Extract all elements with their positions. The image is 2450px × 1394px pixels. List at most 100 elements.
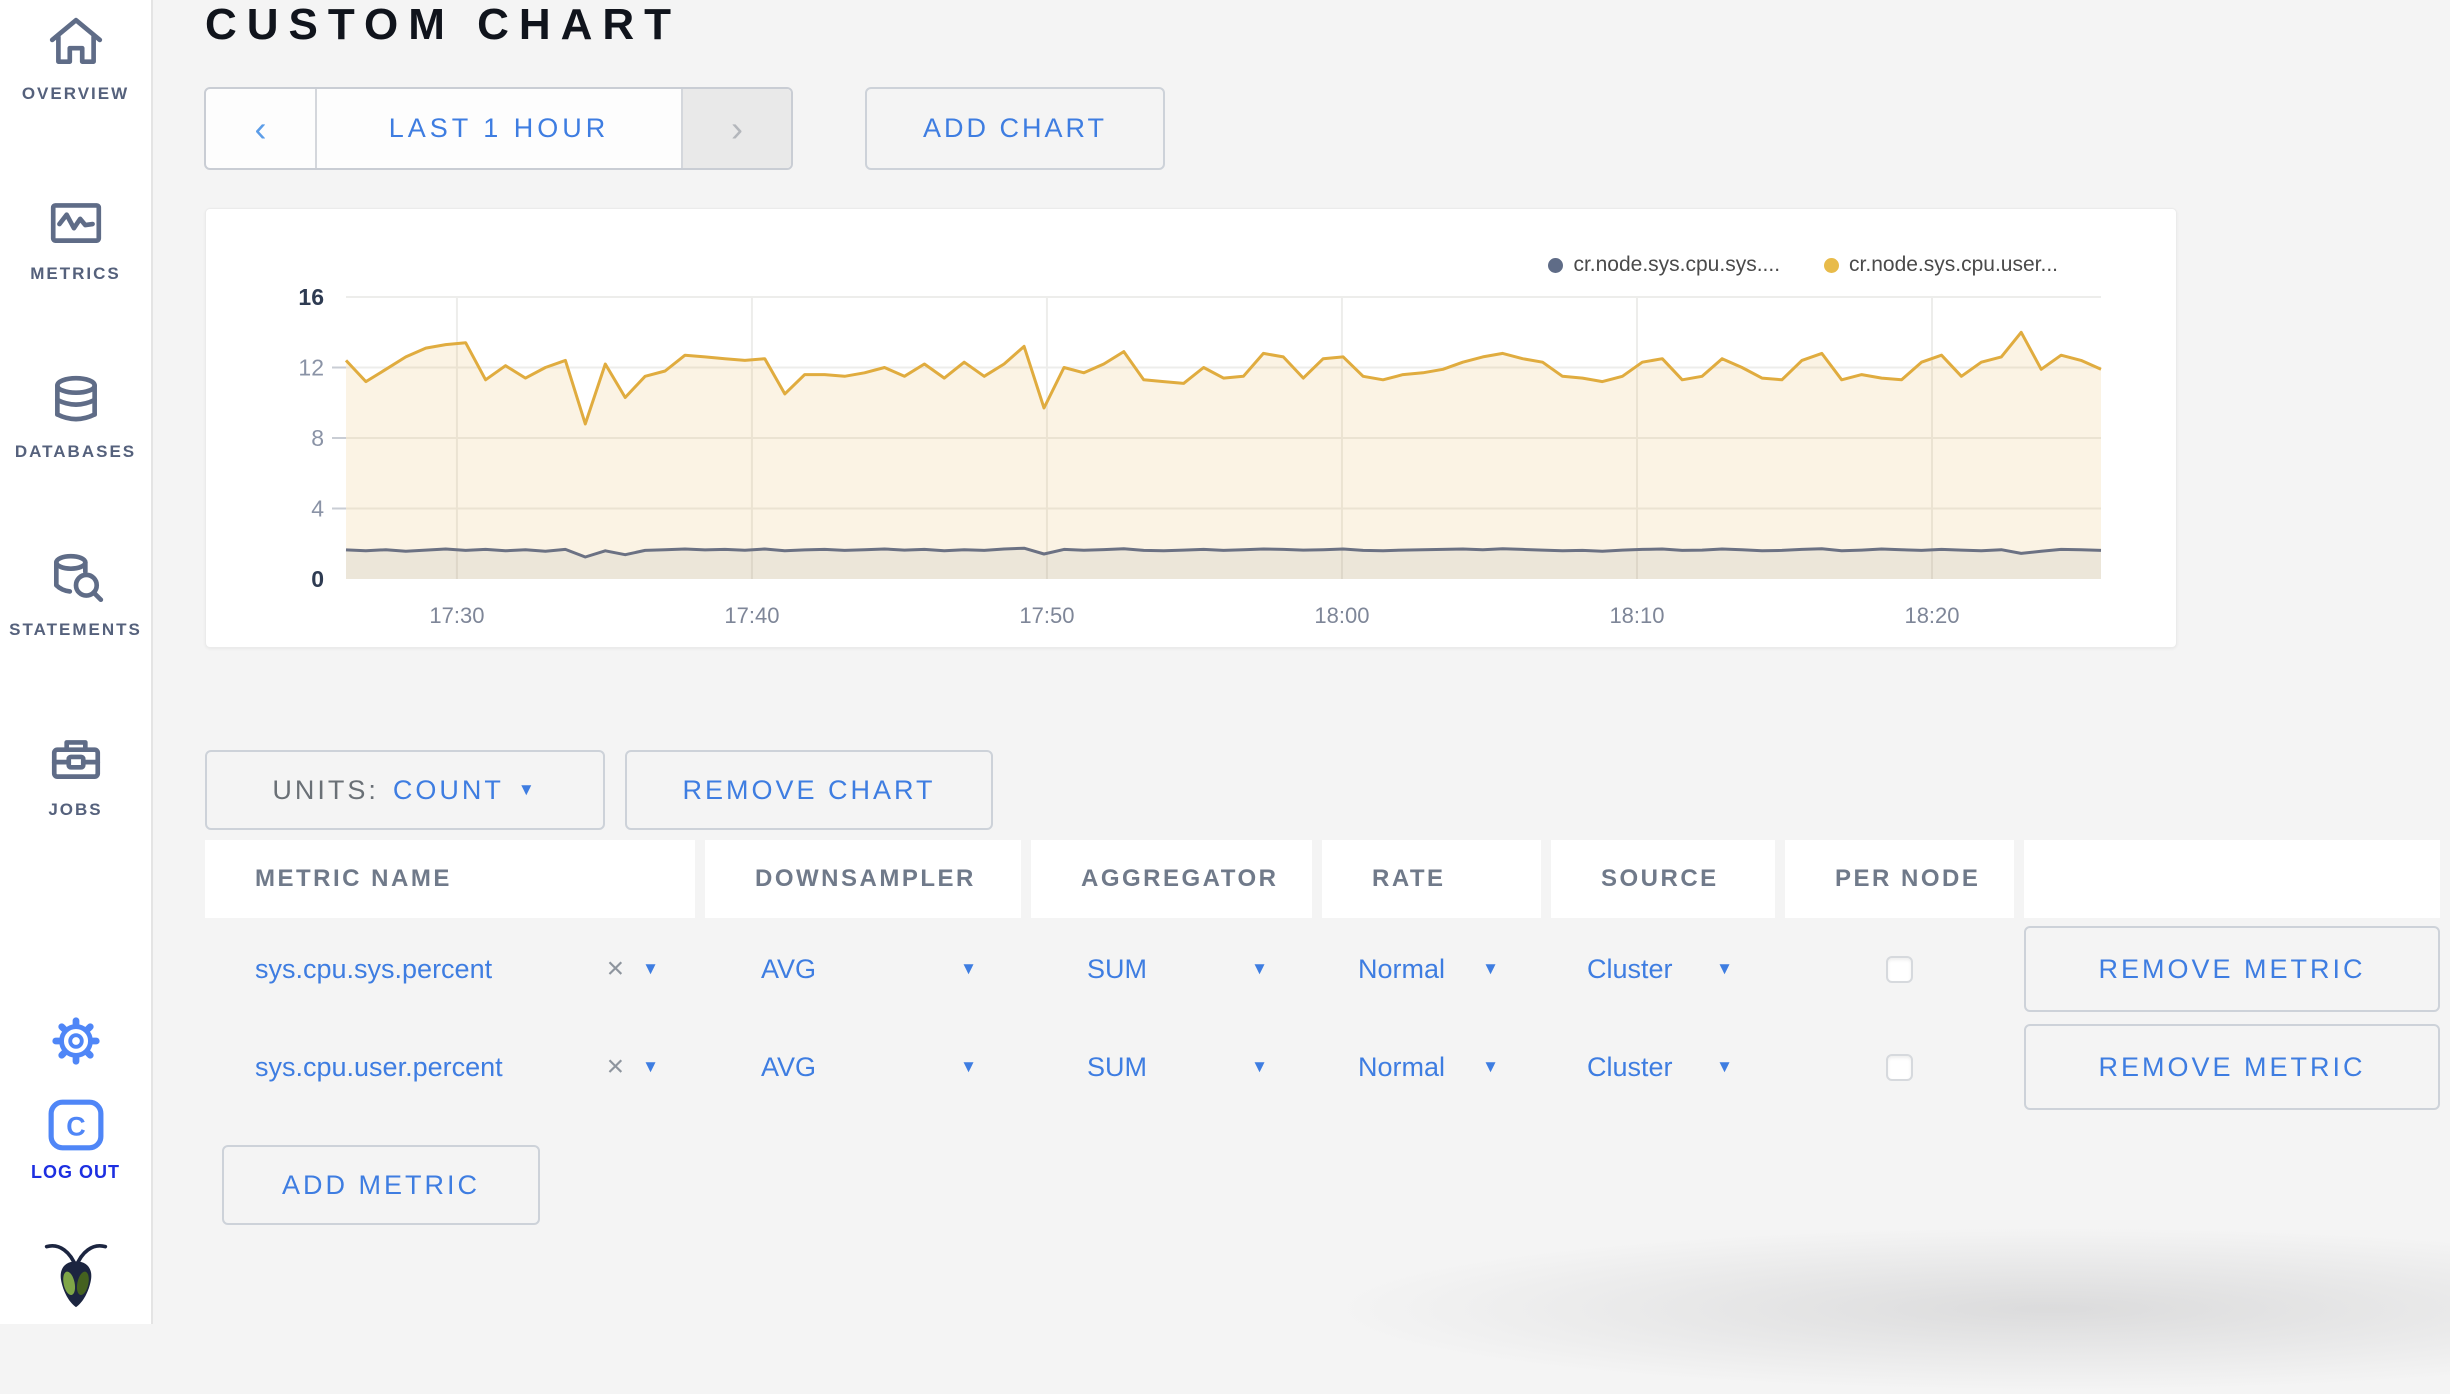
chart-legend: cr.node.sys.cpu.sys.... cr.node.sys.cpu.…: [1548, 253, 2058, 277]
chevron-down-icon: ▼: [960, 959, 977, 978]
rate-select[interactable]: Normal ▼: [1322, 1020, 1541, 1114]
chevron-left-icon: ‹: [254, 107, 267, 149]
metric-name-input[interactable]: sys.cpu.sys.percent: [255, 953, 493, 984]
per-node-checkbox[interactable]: [1886, 1053, 1913, 1081]
svg-text:12: 12: [298, 355, 324, 381]
units-value: COUNT: [392, 774, 504, 805]
sidebar-item-statements[interactable]: STATEMENTS: [0, 550, 151, 640]
gear-icon: [51, 1017, 100, 1065]
cockroach-c-icon: C: [48, 1099, 103, 1151]
clear-metric-icon[interactable]: ×: [606, 1050, 625, 1083]
column-header-source: SOURCE: [1551, 840, 1775, 918]
bottom-scroll-shadow: [1303, 1224, 2450, 1394]
svg-text:4: 4: [311, 496, 324, 522]
aggregator-value: SUM: [1087, 1051, 1147, 1082]
add-chart-button[interactable]: ADD CHART: [865, 87, 1165, 170]
svg-text:18:00: 18:00: [1314, 603, 1369, 628]
legend-dot-sys: [1548, 257, 1564, 273]
sidebar: OVERVIEW METRICS DATABASES: [0, 0, 153, 1324]
svg-text:16: 16: [298, 284, 324, 310]
legend-label: cr.node.sys.cpu.user...: [1849, 253, 2058, 276]
main-content: CUSTOM CHART ‹ LAST 1 HOUR › ADD CHART 0…: [153, 0, 2450, 1394]
aggregator-select[interactable]: SUM ▼: [1031, 922, 1312, 1016]
chevron-down-icon: ▼: [1716, 1057, 1733, 1076]
metric-name-input[interactable]: sys.cpu.user.percent: [255, 1051, 503, 1082]
svg-text:17:40: 17:40: [724, 603, 779, 628]
chevron-down-icon[interactable]: ▼: [642, 959, 659, 978]
svg-text:17:30: 17:30: [429, 603, 484, 628]
rate-value: Normal: [1358, 953, 1446, 984]
svg-text:18:10: 18:10: [1609, 603, 1664, 628]
remove-chart-button[interactable]: REMOVE CHART: [625, 750, 993, 830]
clear-metric-icon[interactable]: ×: [606, 952, 625, 985]
column-header-rate: RATE: [1322, 840, 1541, 918]
column-header-actions: [2024, 840, 2440, 918]
sidebar-item-metrics[interactable]: METRICS: [0, 194, 151, 284]
chevron-down-icon: ▼: [1482, 959, 1499, 978]
page-title: CUSTOM CHART: [205, 0, 682, 49]
chevron-down-icon: ▼: [517, 780, 538, 799]
chevron-down-icon: ▼: [1482, 1057, 1499, 1076]
sidebar-item-label: METRICS: [30, 264, 121, 283]
column-header-aggregator: AGGREGATOR: [1031, 840, 1312, 918]
sidebar-item-jobs[interactable]: JOBS: [0, 730, 151, 820]
legend-item-user: cr.node.sys.cpu.user...: [1824, 253, 2058, 277]
column-header-metric-name: METRIC NAME: [205, 840, 695, 918]
database-icon: [54, 375, 97, 422]
sidebar-item-label: STATEMENTS: [9, 620, 142, 639]
svg-text:8: 8: [311, 425, 324, 451]
table-row-2-metric-cell: sys.cpu.user.percent × ▼: [205, 1020, 695, 1114]
rate-value: Normal: [1358, 1051, 1446, 1082]
units-label: UNITS:: [272, 774, 379, 805]
downsampler-select[interactable]: AVG ▼: [705, 1020, 1021, 1114]
downsampler-value: AVG: [761, 1051, 817, 1082]
per-node-cell: [1785, 1020, 2014, 1114]
chevron-down-icon[interactable]: ▼: [642, 1057, 659, 1076]
sidebar-item-label: DATABASES: [14, 442, 137, 461]
chevron-down-icon: ▼: [960, 1057, 977, 1076]
logout-button[interactable]: C LOG OUT: [0, 1098, 151, 1183]
svg-text:18:20: 18:20: [1904, 603, 1959, 628]
rate-select[interactable]: Normal ▼: [1322, 922, 1541, 1016]
remove-metric-button[interactable]: REMOVE METRIC: [2024, 1024, 2440, 1110]
time-range-next-button[interactable]: ›: [681, 89, 791, 168]
sidebar-item-label: OVERVIEW: [21, 84, 130, 103]
home-icon: [49, 17, 102, 64]
column-header-downsampler: DOWNSAMPLER: [705, 840, 1021, 918]
aggregator-value: SUM: [1087, 953, 1147, 984]
source-select[interactable]: Cluster ▼: [1551, 922, 1775, 1016]
add-metric-button[interactable]: ADD METRIC: [222, 1145, 540, 1225]
svg-text:C: C: [66, 1111, 85, 1141]
units-dropdown[interactable]: UNITS: COUNT ▼: [205, 750, 605, 830]
statements-icon: [53, 553, 103, 603]
downsampler-select[interactable]: AVG ▼: [705, 922, 1021, 1016]
settings-button[interactable]: [0, 1014, 151, 1068]
jobs-icon: [51, 740, 100, 779]
logout-label: LOG OUT: [31, 1162, 120, 1182]
chevron-down-icon: ▼: [1251, 959, 1268, 978]
brand-logo[interactable]: [0, 1238, 151, 1314]
chevron-down-icon: ▼: [1716, 959, 1733, 978]
time-range-value[interactable]: LAST 1 HOUR: [388, 113, 610, 143]
time-range-prev-button[interactable]: ‹: [206, 89, 317, 168]
timeseries-chart[interactable]: 0 4 8 12 16 17:30 17:40 17:50 18:00 18:10 18:20: [206, 209, 2178, 649]
table-row-1-metric-cell: sys.cpu.sys.percent × ▼: [205, 922, 695, 1016]
source-value: Cluster: [1587, 953, 1673, 984]
column-header-per-node: PER NODE: [1785, 840, 2014, 918]
svg-text:17:50: 17:50: [1019, 603, 1074, 628]
chevron-right-icon: ›: [731, 107, 743, 149]
source-select[interactable]: Cluster ▼: [1551, 1020, 1775, 1114]
remove-metric-button[interactable]: REMOVE METRIC: [2024, 926, 2440, 1012]
aggregator-select[interactable]: SUM ▼: [1031, 1020, 1312, 1114]
metrics-icon: [50, 203, 101, 243]
metrics-table: METRIC NAME DOWNSAMPLER AGGREGATOR RATE …: [205, 840, 2440, 1114]
sidebar-item-databases[interactable]: DATABASES: [0, 372, 151, 462]
sidebar-item-overview[interactable]: OVERVIEW: [0, 14, 151, 104]
sidebar-item-label: JOBS: [48, 800, 103, 819]
source-value: Cluster: [1587, 1051, 1673, 1082]
time-range-selector: ‹ LAST 1 HOUR ›: [204, 87, 793, 170]
chart-card: 0 4 8 12 16 17:30 17:40 17:50 18:00 18:10 18:20 cr…: [205, 208, 2177, 648]
legend-label: cr.node.sys.cpu.sys....: [1573, 253, 1781, 276]
per-node-checkbox[interactable]: [1886, 955, 1913, 983]
